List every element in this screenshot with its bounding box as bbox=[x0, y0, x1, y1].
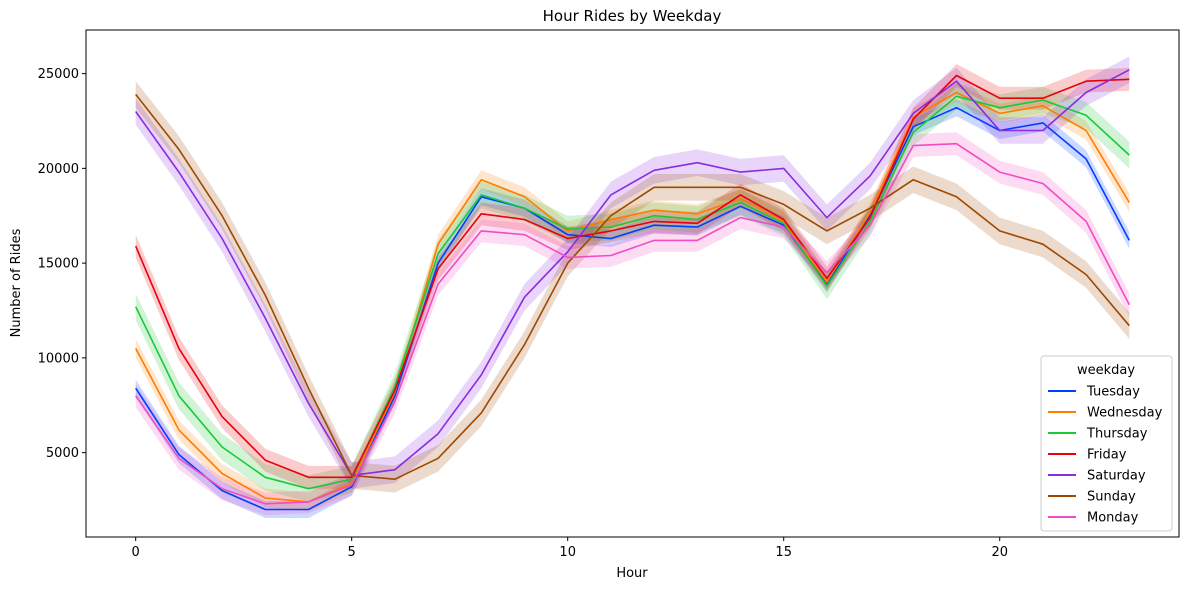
line-friday bbox=[134, 74, 1130, 479]
legend-label-sunday: Sunday bbox=[1087, 490, 1136, 505]
y-tick-label: 5000 bbox=[46, 446, 79, 461]
line-saturday bbox=[135, 69, 1130, 477]
x-tick-label: 5 bbox=[348, 545, 356, 560]
line-thursday bbox=[134, 95, 1130, 490]
line-monday bbox=[135, 142, 1131, 505]
line-wednesday bbox=[134, 91, 1130, 503]
x-tick-label: 15 bbox=[775, 545, 792, 560]
legend-box bbox=[1040, 355, 1173, 532]
band-friday bbox=[135, 64, 1130, 489]
x-tick-label: 10 bbox=[559, 545, 576, 560]
legend-label-friday: Friday bbox=[1087, 448, 1127, 463]
band-wednesday bbox=[135, 83, 1130, 512]
x-axis-label: Hour bbox=[616, 566, 648, 581]
legend: weekday Tuesday Wednesday Thursday Friday Sa… bbox=[1040, 355, 1173, 532]
x-axis-ticks: 0 5 10 15 20 bbox=[132, 537, 1008, 560]
x-tick-label: 20 bbox=[991, 545, 1008, 560]
band-thursday bbox=[135, 83, 1130, 502]
y-axis-label: Number of Rides bbox=[9, 228, 24, 337]
y-tick-label: 25000 bbox=[38, 67, 79, 82]
legend-label-thursday: Thursday bbox=[1086, 427, 1148, 442]
plot-frame bbox=[85, 29, 1180, 538]
legend-label-wednesday: Wednesday bbox=[1087, 406, 1163, 421]
y-axis-ticks: 5000 10000 15000 20000 25000 bbox=[38, 67, 86, 461]
line-tuesday bbox=[135, 106, 1131, 511]
band-sunday bbox=[135, 81, 1130, 493]
legend-label-saturday: Saturday bbox=[1087, 469, 1146, 484]
confidence-bands bbox=[135, 56, 1130, 518]
line-sunday bbox=[135, 93, 1130, 481]
y-tick-label: 20000 bbox=[38, 162, 79, 177]
chart-title: Hour Rides by Weekday bbox=[543, 7, 722, 25]
legend-label-monday: Monday bbox=[1087, 511, 1139, 526]
y-tick-label: 10000 bbox=[38, 351, 79, 366]
band-saturday bbox=[135, 56, 1130, 489]
legend-label-tuesday: Tuesday bbox=[1086, 385, 1140, 400]
y-tick-label: 15000 bbox=[38, 257, 79, 272]
series-lines bbox=[134, 69, 1131, 511]
legend-title: weekday bbox=[1077, 363, 1135, 378]
x-tick-label: 0 bbox=[132, 545, 140, 560]
